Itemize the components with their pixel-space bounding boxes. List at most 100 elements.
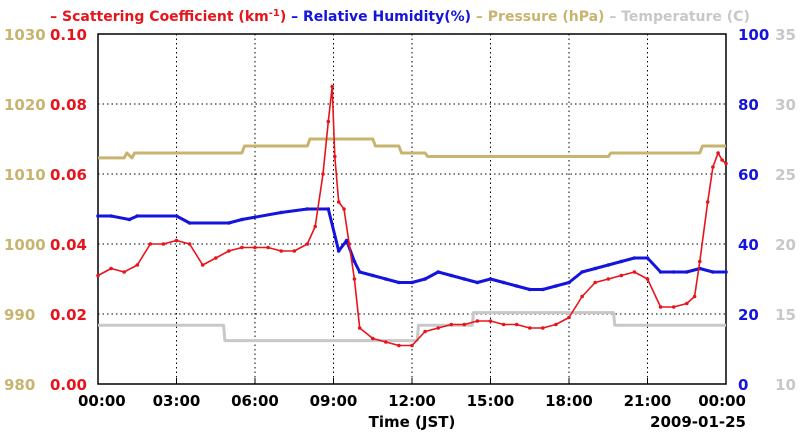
humidity-axis-tick-label: 80 [738, 96, 759, 114]
data-point-humidity [436, 270, 441, 274]
data-point-humidity [240, 217, 244, 222]
data-point-scattering [371, 336, 375, 341]
scattering-axis-tick-label: 0.04 [50, 236, 87, 254]
legend-item-humidity: – Relative Humidity(%) [286, 9, 471, 25]
legend-suffix: ) [280, 9, 286, 25]
humidity-axis-tick-label: 100 [738, 26, 769, 44]
series-line-temperature [98, 311, 726, 343]
x-tick-label: 15:00 [467, 392, 515, 410]
legend-text: – Scattering Coefficient (km-1) – Relati… [50, 8, 750, 26]
data-point-humidity [658, 270, 663, 274]
temperature-axis-tick-label: 10 [775, 376, 796, 394]
data-point-scattering [632, 270, 637, 274]
data-point-scattering [514, 322, 519, 327]
scattering-axis-tick-label: 0.08 [50, 96, 87, 114]
data-point-scattering [658, 305, 663, 309]
data-point-humidity [352, 259, 357, 264]
data-point-humidity [619, 259, 624, 264]
temperature-axis-tick-label: 35 [775, 26, 796, 44]
data-point-humidity [174, 214, 179, 218]
data-point-humidity [384, 277, 388, 281]
data-point-scattering [449, 322, 454, 327]
data-point-humidity [96, 214, 100, 218]
x-tick-label: 12:00 [388, 392, 436, 410]
data-point-humidity [554, 284, 558, 288]
data-point-scattering [330, 84, 335, 89]
humidity-axis-tick-label: 0 [738, 376, 748, 394]
pressure-axis-tick-label: 990 [4, 306, 35, 324]
data-point-scattering [541, 326, 545, 330]
data-point-humidity [528, 287, 532, 292]
data-point-humidity [423, 277, 427, 281]
data-point-scattering [410, 343, 414, 348]
x-tick-label: 18:00 [545, 392, 593, 410]
data-point-humidity [645, 256, 650, 260]
data-point-humidity [357, 270, 362, 274]
data-point-humidity [514, 284, 519, 288]
data-point-humidity [397, 280, 401, 285]
pressure-axis-tick-label: 1010 [4, 166, 46, 184]
data-point-scattering [148, 242, 153, 246]
data-point-scattering [321, 172, 325, 176]
scattering-axis-tick-label: 0.02 [50, 306, 87, 324]
humidity-axis-tick-label: 60 [738, 166, 759, 184]
data-point-humidity [724, 270, 728, 274]
data-point-scattering [336, 200, 341, 204]
series-layer [96, 84, 728, 348]
data-point-scattering [528, 326, 532, 330]
data-point-scattering [200, 263, 205, 267]
x-tick-label: 06:00 [231, 392, 279, 410]
data-point-scattering [109, 266, 113, 271]
data-point-scattering [619, 273, 624, 278]
data-point-scattering [305, 242, 310, 246]
data-point-scattering [326, 119, 331, 124]
pressure-axis-tick-label: 1030 [4, 26, 46, 44]
x-tick-label: 00:00 [78, 392, 126, 410]
data-point-scattering [475, 319, 480, 323]
data-point-scattering [122, 270, 126, 274]
data-point-humidity [475, 280, 480, 285]
data-point-humidity [593, 266, 597, 271]
data-point-humidity [567, 280, 571, 285]
data-point-humidity [109, 214, 113, 218]
data-point-scattering [135, 263, 140, 267]
data-point-humidity [462, 277, 467, 281]
pressure-axis-tick-label: 980 [4, 376, 35, 394]
data-point-scattering [711, 165, 715, 169]
data-point-scattering [253, 245, 257, 250]
data-point-humidity [371, 273, 375, 278]
data-point-scattering [488, 319, 493, 323]
data-point-scattering [187, 242, 192, 246]
temperature-axis-tick-label: 30 [775, 96, 796, 114]
data-point-humidity [501, 280, 506, 285]
data-point-scattering [384, 340, 388, 344]
data-point-scattering [567, 315, 571, 320]
x-tick-label: 03:00 [153, 392, 201, 410]
x-tick-label: 21:00 [624, 392, 672, 410]
data-point-scattering [554, 322, 558, 327]
data-point-scattering [96, 273, 100, 278]
data-point-scattering [227, 249, 231, 253]
data-point-scattering [724, 161, 728, 166]
data-point-scattering [161, 242, 166, 246]
data-point-scattering [685, 301, 689, 306]
temperature-axis-tick-label: 25 [775, 166, 796, 184]
scattering-axis-tick-label: 0.06 [50, 166, 87, 184]
data-point-humidity [449, 273, 454, 278]
data-point-scattering [716, 151, 720, 155]
data-point-scattering [240, 245, 244, 250]
series-line-pressure [98, 137, 726, 160]
data-point-scattering [462, 322, 467, 327]
data-point-humidity [227, 221, 231, 225]
data-point-scattering [279, 249, 284, 253]
data-point-scattering [645, 277, 650, 281]
data-point-scattering [593, 280, 597, 285]
data-point-humidity [326, 207, 331, 211]
data-point-humidity [135, 214, 140, 218]
data-point-scattering [347, 242, 352, 246]
data-point-scattering [333, 154, 337, 159]
legend-item-temperature: – Temperature (C) [604, 9, 749, 25]
data-point-scattering [705, 200, 710, 204]
legend: – Scattering Coefficient (km-1) – Relati… [50, 8, 750, 26]
